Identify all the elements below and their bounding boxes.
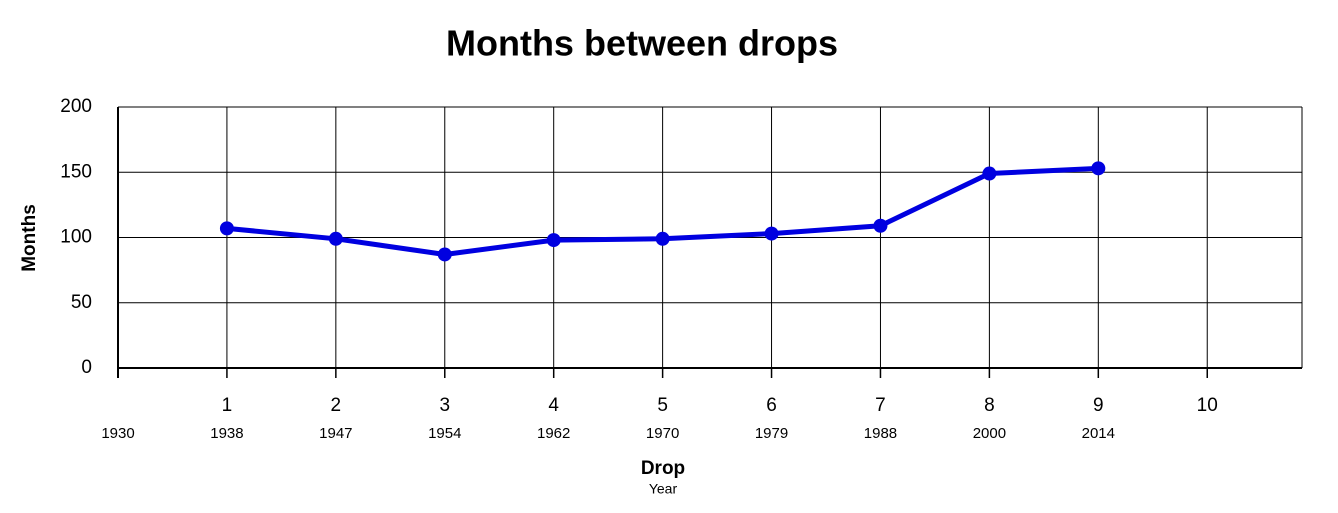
year-label: 1962 [537,425,570,442]
x-tick-label: 6 [766,395,777,416]
y-tick-label: 100 [60,227,92,248]
y-tick-label: 200 [60,96,92,117]
year-label: 2000 [973,425,1006,442]
year-label: 1970 [646,425,679,442]
year-label: 1954 [428,425,461,442]
year-label: 1947 [319,425,352,442]
x-tick-label: 9 [1093,395,1104,416]
year-label: 1988 [864,425,897,442]
year-label: 1930 [101,425,134,442]
y-tick-label: 150 [60,161,92,182]
x-tick-label: 2 [331,395,342,416]
y-tick-label: 50 [71,292,92,313]
x-tick-label: 8 [984,395,995,416]
point [873,218,888,233]
x-tick-label: 3 [439,395,450,416]
year-label: 1979 [755,425,788,442]
year-label: 2014 [1082,425,1115,442]
x-tick-label: 7 [875,395,886,416]
point [764,226,779,241]
point [546,233,561,248]
x-axis-label: Drop [641,458,685,479]
y-axis-label: Months [19,204,40,272]
x-axis-sublabel: Year [649,481,678,497]
chart-title: Months between drops [446,23,838,64]
x-tick-label: 4 [548,395,559,416]
y-tick-label: 0 [81,357,92,378]
x-tick-label: 10 [1197,395,1218,416]
x-tick-label: 5 [657,395,668,416]
point [328,231,343,246]
point [655,231,670,246]
point [1091,161,1106,176]
point [982,166,997,181]
year-label: 1938 [210,425,243,442]
point [219,221,234,236]
x-tick-label: 1 [222,395,233,416]
point [437,247,452,262]
